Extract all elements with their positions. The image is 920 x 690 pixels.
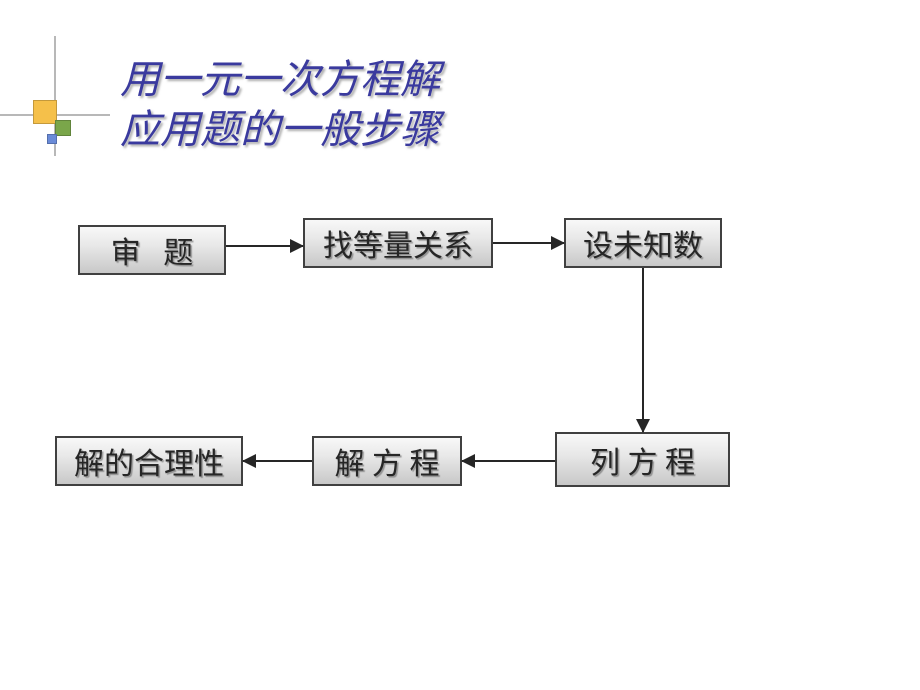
node-solve-equation: 解 方 程: [312, 436, 462, 486]
title-line-2: 应用题的一般步骤: [120, 105, 440, 155]
slide-title: 用一元一次方程解 应用题的一般步骤: [120, 55, 440, 155]
node-check-solution: 解的合理性: [55, 436, 243, 486]
node-set-unknown: 设未知数: [564, 218, 722, 268]
deco-square-2: [55, 120, 71, 136]
title-line-1: 用一元一次方程解: [120, 55, 440, 105]
node-form-equation: 列 方 程: [555, 432, 730, 487]
deco-square-3: [47, 134, 57, 144]
deco-square-1: [33, 100, 57, 124]
node-find-relation: 找等量关系: [303, 218, 493, 268]
slide: 用一元一次方程解 应用题的一般步骤 审 题 找等量关系 设未知数 列 方 程 解…: [0, 0, 920, 690]
node-review: 审 题: [78, 225, 226, 275]
